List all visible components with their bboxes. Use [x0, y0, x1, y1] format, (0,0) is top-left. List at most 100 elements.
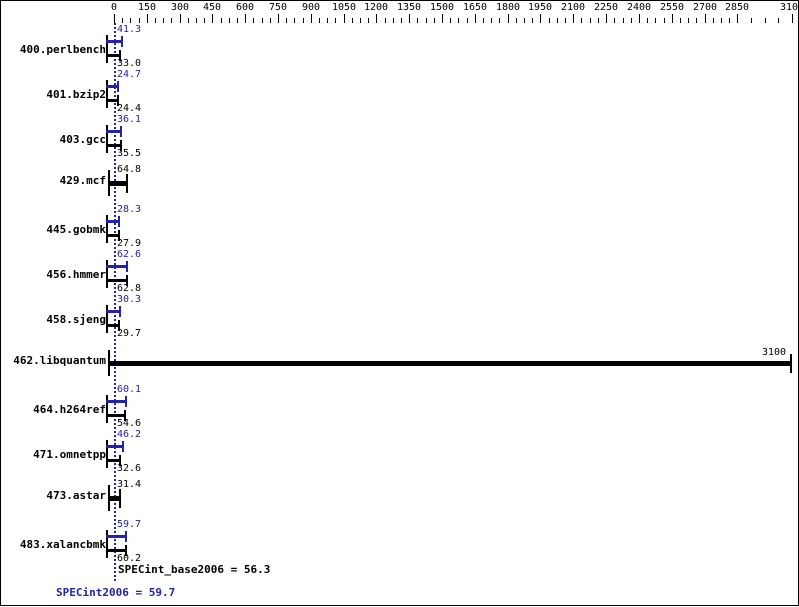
peak-bar	[106, 310, 121, 313]
base-bar	[106, 234, 121, 237]
axis-tick-minor	[401, 18, 402, 23]
bar-start-cap	[106, 125, 108, 153]
axis-tick-minor	[532, 18, 533, 23]
base-bar-end-cap	[119, 50, 122, 61]
axis-tick-minor	[778, 18, 779, 23]
peak-bar-end-cap	[117, 81, 120, 92]
axis-tick-label: 2700	[692, 2, 718, 13]
benchmark-name: 473.astar	[46, 489, 106, 502]
base-bar	[106, 549, 128, 552]
axis-tick-major	[540, 14, 541, 23]
axis-tick-label: 2250	[593, 2, 619, 13]
axis-tick-minor	[713, 18, 714, 23]
axis-tick-label: 300	[170, 2, 190, 13]
axis-tick-minor	[581, 18, 582, 23]
benchmark-row: 400.perlbench 41.3 33.0	[1, 24, 799, 72]
peak-value-label: 41.3	[117, 24, 142, 35]
axis-tick-major	[311, 14, 312, 23]
base-bar-end-cap	[125, 275, 128, 286]
axis-tick-minor	[270, 18, 271, 23]
base-value-label: 24.4	[117, 103, 142, 114]
base-bar	[106, 459, 122, 462]
axis-tick-minor	[647, 18, 648, 23]
axis-tick-label: 2100	[560, 2, 586, 13]
benchmark-name: 462.libquantum	[13, 354, 106, 367]
peak-bar	[106, 535, 128, 538]
axis-tick-minor	[751, 18, 752, 23]
peak-value-label: 62.6	[117, 249, 142, 260]
peak-bar	[106, 220, 121, 223]
axis-tick-minor	[450, 18, 451, 23]
peak-bar-end-cap	[125, 396, 128, 407]
base-bar-end-cap	[125, 545, 128, 556]
axis-tick-minor	[196, 18, 197, 23]
axis-tick-label: 900	[301, 2, 321, 13]
base-bar	[106, 279, 128, 282]
benchmark-name: 458.sjeng	[46, 313, 106, 326]
axis-tick-minor	[434, 18, 435, 23]
benchmark-name: 464.h264ref	[33, 403, 106, 416]
bar-end-cap	[118, 489, 121, 508]
axis-tick-minor	[237, 18, 238, 23]
axis-tick-minor	[385, 18, 386, 23]
peak-bar	[106, 400, 128, 403]
axis-tick-label: 2850	[724, 2, 750, 13]
base-value-label: 35.5	[117, 148, 142, 159]
benchmark-row: 445.gobmk 28.3 27.9	[1, 204, 799, 252]
axis-tick-label: 1800	[495, 2, 521, 13]
axis-tick-minor	[598, 18, 599, 23]
axis-tick-major	[278, 14, 279, 23]
axis-tick-major	[639, 14, 640, 23]
base-value-label: 29.7	[117, 328, 142, 339]
axis-tick-minor	[229, 18, 230, 23]
axis-tick-minor	[483, 18, 484, 23]
x-axis: 0 150 300 450 600 750 900 1050 1200 1350 1500 1650 1…	[1, 1, 799, 27]
axis-tick-major	[245, 14, 246, 23]
axis-tick-minor	[262, 18, 263, 23]
axis-tick-minor	[499, 18, 500, 23]
peak-bar	[106, 130, 122, 133]
axis-tick-minor	[655, 18, 656, 23]
axis-tick-label: 0	[110, 2, 118, 13]
base-bar	[106, 414, 126, 417]
axis-tick-minor	[417, 18, 418, 23]
axis-tick-minor	[557, 18, 558, 23]
axis-tick-minor	[393, 18, 394, 23]
peak-value-label: 46.2	[117, 429, 142, 440]
specint-peak-summary: SPECint2006 = 59.7	[56, 586, 176, 599]
peak-bar	[106, 445, 125, 448]
benchmark-row: 473.astar 31.4	[1, 477, 799, 522]
benchmark-row: 456.hmmer 62.6 62.8	[1, 249, 799, 297]
benchmark-row: 464.h264ref 60.1 54.6	[1, 384, 799, 432]
axis-tick-minor	[163, 18, 164, 23]
peak-bar-end-cap	[119, 126, 122, 137]
axis-tick-minor	[171, 18, 172, 23]
bar-start-cap	[106, 260, 108, 288]
benchmark-name: 445.gobmk	[46, 223, 106, 236]
benchmark-name: 400.perlbench	[19, 43, 106, 56]
axis-tick-minor	[335, 18, 336, 23]
peak-value-label: 28.3	[117, 204, 142, 215]
peak-bar	[106, 265, 128, 268]
axis-tick-major	[147, 14, 148, 23]
axis-tick-minor	[360, 18, 361, 23]
benchmark-row: 403.gcc 36.1 35.5	[1, 114, 799, 162]
axis-tick-minor	[565, 18, 566, 23]
axis-tick-minor	[426, 18, 427, 23]
bar-start-cap	[106, 305, 108, 333]
axis-tick-minor	[130, 18, 131, 23]
base-value-label: 64.8	[117, 164, 142, 175]
axis-tick-minor	[524, 18, 525, 23]
peak-bar-end-cap	[118, 306, 121, 317]
peak-value-label: 60.1	[117, 384, 142, 395]
axis-tick-label: 750	[268, 2, 288, 13]
axis-tick-label: 2550	[659, 2, 685, 13]
base-bar	[106, 99, 120, 102]
axis-tick-minor	[631, 18, 632, 23]
zero-reference-line	[114, 23, 116, 581]
axis-tick-minor	[303, 18, 304, 23]
peak-value-label: 36.1	[117, 114, 142, 125]
axis-tick-minor	[549, 18, 550, 23]
base-value-label: 31.4	[117, 479, 142, 490]
bar-start-cap	[106, 395, 108, 423]
